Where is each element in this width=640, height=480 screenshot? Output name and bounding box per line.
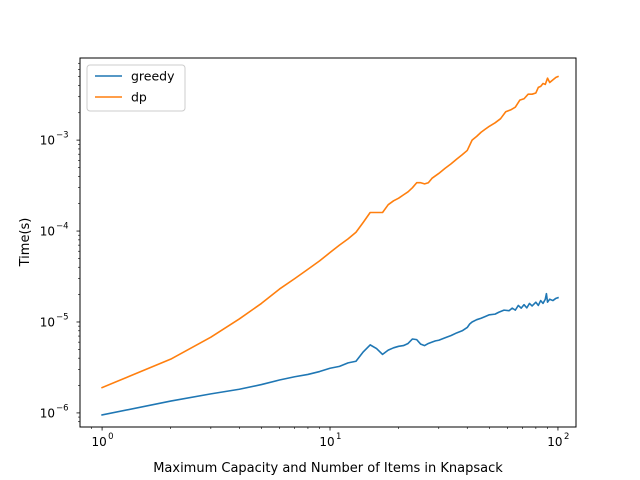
series-line-greedy <box>101 292 559 416</box>
axes-frame <box>79 57 577 428</box>
y-tick-exponent: −5 <box>56 312 69 322</box>
y-axis-label: Time(s) <box>18 218 33 268</box>
y-tick-exponent: −4 <box>56 222 69 232</box>
legend-label-dp: dp <box>131 90 147 105</box>
x-axis-ticks: 10 0 10 1 10 2 <box>91 427 569 449</box>
x-tick-exponent: 1 <box>336 432 341 442</box>
y-tick-label: 10 <box>40 225 55 239</box>
y-tick-label: 10 <box>40 315 55 329</box>
y-axis-ticks: 10−610−510−410−3 <box>40 62 80 423</box>
plot-area <box>79 57 577 428</box>
x-tick-label: 10 <box>319 435 334 449</box>
y-tick-exponent: −3 <box>56 131 69 141</box>
series-line-dp <box>101 75 559 389</box>
x-tick-label: 10 <box>547 435 562 449</box>
y-tick-label: 10 <box>40 134 55 148</box>
x-tick-exponent: 0 <box>108 432 113 442</box>
series-layer <box>101 75 559 416</box>
x-tick-label: 10 <box>91 435 106 449</box>
x-axis-label: Maximum Capacity and Number of Items in … <box>153 461 503 476</box>
legend-label-greedy: greedy <box>131 69 175 84</box>
legend: greedy dp <box>86 64 186 112</box>
y-tick-exponent: −6 <box>56 403 69 413</box>
x-tick-exponent: 2 <box>564 432 569 442</box>
y-tick-label: 10 <box>40 406 55 420</box>
